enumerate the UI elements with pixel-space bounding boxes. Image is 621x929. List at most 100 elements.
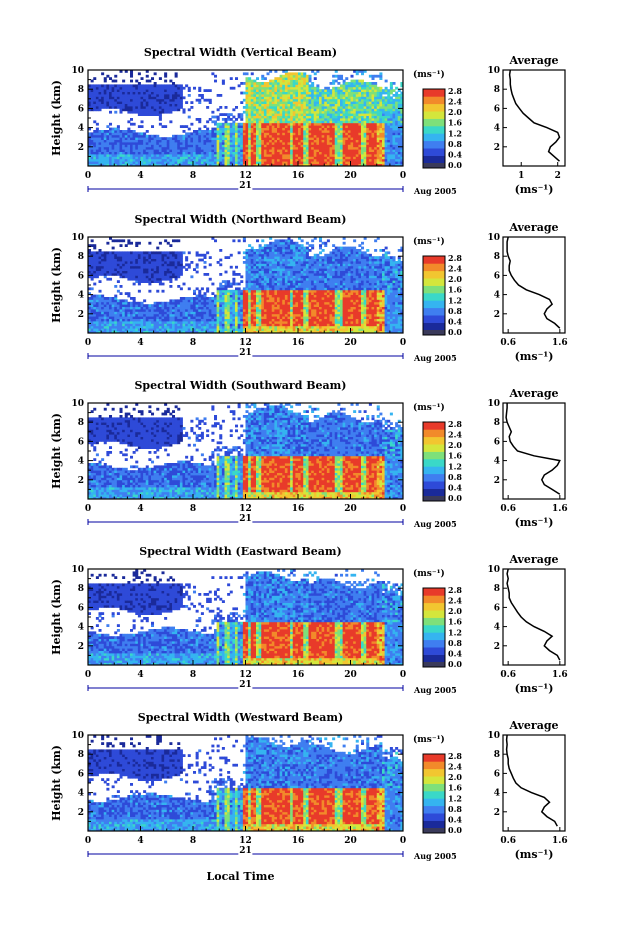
heatmap-cell [292,103,296,107]
heatmap-cell [303,79,307,83]
heatmap-cell [93,268,97,271]
heatmap-cell [368,132,372,136]
heatmap-cell [161,139,165,143]
heatmap-cell [179,94,183,97]
heatmap-cell [279,91,283,95]
heatmap-cell [166,265,170,269]
heatmap-cell [164,139,168,143]
heatmap-cell [397,154,401,157]
heatmap-cell [392,144,396,148]
heatmap-cell [332,142,336,145]
heatmap-cell [88,323,92,327]
heatmap-cell [124,144,128,148]
heatmap-cell [392,98,396,102]
heatmap-cell [151,313,155,317]
heatmap-cell [353,139,357,143]
heatmap-cell [130,330,134,334]
heatmap-cell [166,142,170,145]
heatmap-cell [174,270,178,274]
heatmap-cell [164,163,168,167]
heatmap-cell [266,139,270,143]
heatmap-cell [379,142,383,145]
heatmap-cell [242,91,246,95]
heatmap-cell [90,256,94,259]
heatmap-cell [298,146,302,150]
heatmap-cell [140,323,144,327]
heatmap-cell [235,125,239,128]
heatmap-cell [122,151,126,155]
heatmap-cell [389,139,393,143]
heatmap-cell [274,70,278,73]
heatmap-cell [130,306,134,310]
heatmap-cell [326,130,330,133]
heatmap-cell [103,94,107,97]
heatmap-cell [334,94,338,97]
heatmap-cell [345,137,349,140]
heatmap-cell [190,325,194,329]
heatmap-cell [90,89,94,92]
heatmap-cell [198,289,202,293]
heatmap-cell [140,108,144,112]
heatmap-cell [187,154,191,157]
heatmap-cell [156,96,160,100]
heatmap-cell [219,328,223,331]
heatmap-cell [384,151,388,155]
heatmap-cell [158,144,162,148]
heatmap-cell [371,96,375,100]
heatmap-cell [114,110,118,114]
heatmap-cell [326,110,330,114]
heatmap-cell [221,156,225,160]
heatmap-cell [101,299,105,303]
heatmap-cell [127,86,131,90]
heatmap-cell [119,156,123,160]
heatmap-cell [245,98,249,102]
heatmap-cell [397,158,401,162]
heatmap-cell [208,89,212,92]
heatmap-cell [200,323,204,327]
heatmap-cell [122,161,126,164]
heatmap-cell [185,299,189,303]
heatmap-cell [90,268,94,271]
heatmap-cell [371,130,375,133]
heatmap-cell [258,130,262,133]
heatmap-cell [308,108,312,112]
heatmap-cell [145,103,149,107]
heatmap-cell [137,265,141,269]
heatmap-cell [177,285,181,288]
heatmap-cell [179,256,183,259]
heatmap-cell [208,323,212,327]
heatmap-cell [132,297,136,300]
heatmap-cell [292,77,296,80]
heatmap-cell [103,321,107,324]
heatmap-cell [98,161,102,164]
heatmap-cell [114,309,118,312]
heatmap-cell [151,275,155,279]
heatmap-cell [106,96,110,100]
heatmap-cell [203,161,207,164]
heatmap-cell [111,256,115,259]
heatmap-cell [395,132,399,136]
heatmap-cell [237,161,241,164]
heatmap-cell [116,94,120,97]
heatmap-cell [109,137,113,140]
heatmap-cell [166,277,170,281]
heatmap-cell [368,151,372,155]
heatmap-cell [355,70,359,73]
heatmap-cell [298,154,302,157]
heatmap-cell [224,144,228,148]
heatmap-cell [258,101,262,104]
heatmap-cell [308,79,312,83]
heatmap-cell [313,151,317,155]
heatmap-cell [198,94,202,97]
heatmap-cell [200,304,204,307]
heatmap-cell [206,328,210,331]
heatmap-cell [101,103,105,107]
heatmap-cell [145,261,149,264]
heatmap-cell [143,113,147,116]
heatmap-cell [130,94,134,97]
heatmap-cell [122,139,126,143]
heatmap-cell [119,321,123,324]
heatmap-cell [211,154,215,157]
heatmap-cell [332,101,336,104]
heatmap-cell [148,263,152,267]
